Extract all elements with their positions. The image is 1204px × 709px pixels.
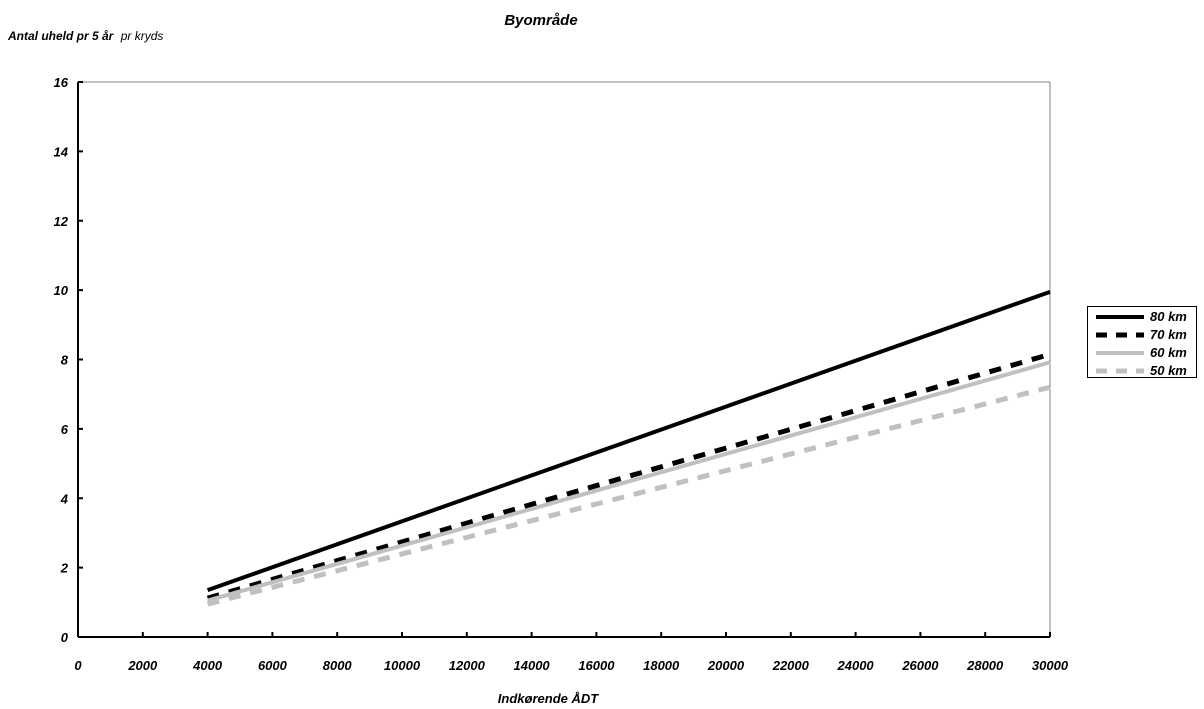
legend-label-50km: 50 km <box>1150 363 1187 378</box>
x-tick-label: 16000 <box>578 658 615 673</box>
x-tick-label: 8000 <box>323 658 353 673</box>
x-tick-label: 30000 <box>1032 658 1069 673</box>
legend-item-70km: 70 km <box>1088 326 1196 344</box>
series-line-80km <box>206 289 1051 593</box>
legend-label-80km: 80 km <box>1150 309 1187 324</box>
y-tick-label: 6 <box>61 422 69 437</box>
legend-item-60km: 60 km <box>1088 344 1196 362</box>
x-axis-label: Indkørende ÅDT <box>498 691 599 706</box>
y-tick-label: 10 <box>54 283 69 298</box>
x-tick-label: 6000 <box>258 658 288 673</box>
y-tick-label: 14 <box>54 144 69 159</box>
legend-item-80km: 80 km <box>1088 308 1196 326</box>
y-axis-label-normal: pr kryds <box>120 29 164 43</box>
series-group <box>206 289 1051 607</box>
y-axis-label: Antal uheld pr 5 år pr kryds <box>7 29 163 43</box>
legend-label-70km: 70 km <box>1150 327 1187 342</box>
legend-label-60km: 60 km <box>1150 345 1187 360</box>
x-tick-label: 28000 <box>966 658 1004 673</box>
y-tick-label: 16 <box>54 75 69 90</box>
y-tick-label: 0 <box>61 630 69 645</box>
legend-item-50km: 50 km <box>1088 362 1196 380</box>
series-line-70km <box>206 351 1051 601</box>
y-axis-label-bold: Antal uheld pr 5 år <box>7 29 115 43</box>
y-tick-label: 12 <box>54 214 69 229</box>
x-tick-label: 26000 <box>901 658 939 673</box>
series-line-50km <box>206 384 1051 607</box>
x-tick-label: 20000 <box>707 658 745 673</box>
legend: 80 km 70 km 60 km 50 km <box>1087 306 1197 378</box>
x-tick-label: 0 <box>74 658 82 673</box>
x-tick-label: 22000 <box>772 658 810 673</box>
x-tick-label: 24000 <box>837 658 875 673</box>
series-line-60km <box>207 360 1051 603</box>
x-tick-label: 18000 <box>643 658 680 673</box>
y-tick-label: 2 <box>60 561 69 576</box>
x-tick-label: 2000 <box>127 658 158 673</box>
y-tick-label: 4 <box>60 491 69 506</box>
x-tick-label: 14000 <box>514 658 551 673</box>
y-tick-label: 8 <box>61 353 69 368</box>
x-tick-label: 12000 <box>449 658 486 673</box>
x-tick-label: 4000 <box>192 658 223 673</box>
chart-title: Byområde <box>504 12 577 29</box>
x-tick-label: 10000 <box>384 658 421 673</box>
axis-ticks: 0 2000 4000 6000 8000 10000 12000 14000 16000 180… <box>54 75 1069 673</box>
